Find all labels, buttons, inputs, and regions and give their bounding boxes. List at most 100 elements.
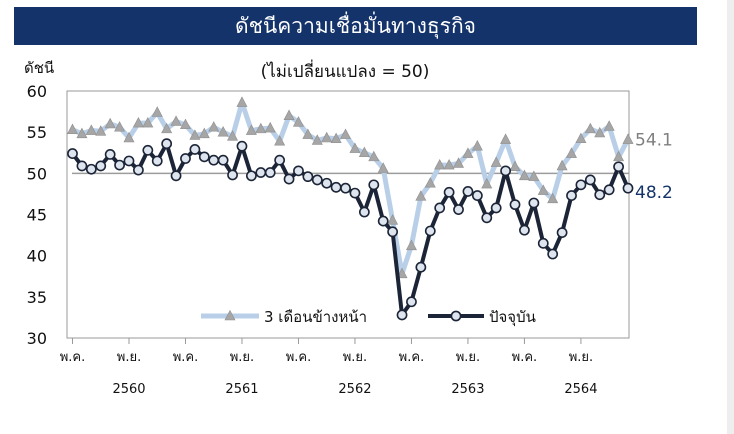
data-point [85, 124, 97, 135]
data-point [264, 167, 276, 178]
data-point [198, 127, 210, 139]
data-point [594, 189, 606, 201]
data-point [236, 96, 248, 107]
data-point [321, 131, 333, 143]
data-point [500, 165, 512, 177]
data-point [292, 116, 304, 127]
data-point [443, 158, 455, 170]
banner-title: ดัชนีความเชื่อมั่นทางธุรกิจ [235, 14, 476, 38]
data-point [142, 116, 154, 128]
data-point [179, 118, 191, 130]
data-point [415, 261, 427, 273]
data-point [133, 164, 144, 176]
end-value-label: 54.1 [635, 131, 673, 151]
data-point [434, 158, 446, 170]
data-point [566, 190, 577, 201]
x-tick-label-year: 2562 [338, 382, 371, 397]
data-point [311, 174, 323, 186]
x-tick-label-month: พ.ค. [399, 350, 425, 365]
x-tick-label-month: พ.ค. [286, 350, 312, 365]
data-point [481, 177, 493, 189]
data-point [622, 133, 634, 144]
data-point [104, 117, 116, 129]
data-point [236, 140, 248, 152]
x-tick-label-year: 2560 [112, 382, 145, 397]
data-point [330, 181, 342, 193]
title-banner: ดัชนีความเชื่อมั่นทางธุรกิจ [14, 7, 697, 45]
data-point [217, 154, 229, 166]
data-point [453, 157, 465, 168]
x-tick-label-year: 2563 [451, 382, 484, 397]
data-point [283, 109, 295, 120]
data-point [264, 121, 276, 133]
data-point [603, 184, 615, 196]
data-point [161, 122, 173, 134]
data-point [387, 214, 399, 225]
data-point [151, 155, 163, 167]
data-point [114, 121, 126, 132]
y-tick-label: 45 [27, 206, 47, 225]
data-point [471, 140, 483, 151]
x-tick-label-month: พ.ย. [569, 350, 593, 365]
x-tick-label-month: พ.ย. [456, 350, 480, 365]
data-point [566, 147, 578, 158]
x-tick-label-year: 2561 [225, 382, 258, 397]
data-point [245, 124, 257, 135]
data-point [603, 120, 615, 131]
data-point [255, 122, 267, 134]
y-tick-label: 35 [27, 288, 47, 307]
data-point [227, 130, 239, 141]
data-point [509, 199, 521, 211]
data-point [340, 182, 351, 194]
data-point [537, 184, 549, 195]
y-tick-label: 60 [27, 82, 47, 101]
data-point [556, 227, 568, 239]
data-point [142, 144, 154, 156]
data-point [123, 131, 135, 143]
data-point [349, 142, 361, 153]
data-point [198, 151, 210, 163]
data-point [584, 122, 596, 134]
series-current: 48.2 [67, 138, 673, 321]
data-point [575, 132, 587, 144]
data-point [518, 169, 530, 181]
data-point [462, 186, 474, 197]
x-tick-label-month: พ.ค. [173, 350, 199, 365]
y-tick-label: 30 [27, 329, 47, 348]
data-point [509, 160, 521, 172]
data-point [434, 202, 446, 214]
data-point [424, 177, 436, 188]
data-point [471, 190, 483, 201]
data-point [302, 171, 314, 183]
page-edge-divider [727, 0, 734, 434]
y-tick-label: 50 [27, 164, 47, 183]
data-point [161, 138, 173, 150]
data-point [311, 134, 323, 145]
chart-subtitle: (ไม่เปลี่ยนแปลง = 50) [261, 59, 430, 82]
data-point [358, 206, 370, 218]
data-point [377, 215, 389, 227]
y-tick-label: 40 [27, 247, 47, 266]
data-point [405, 239, 417, 251]
data-point [151, 106, 163, 117]
data-point [227, 169, 238, 181]
data-point [415, 190, 427, 201]
data-point [613, 161, 624, 173]
series-line [70, 141, 630, 317]
data-point [340, 128, 352, 139]
data-point [584, 174, 596, 186]
data-point [217, 126, 229, 137]
data-point [114, 159, 125, 171]
legend-marker-triangle [224, 309, 236, 321]
data-point [293, 165, 304, 177]
legend-marker-circle [450, 310, 462, 322]
data-point [189, 129, 201, 140]
data-point [387, 226, 399, 238]
data-point [245, 170, 257, 182]
data-point [453, 204, 464, 215]
data-point [547, 248, 559, 260]
data-point [443, 186, 455, 198]
axes: 30 35 40 45 50 55 60 พ.ค. พ.ย. 2560 พ.ค. พ.ย. 2561 พ.… [27, 82, 630, 397]
data-point [406, 296, 417, 308]
data-point [462, 147, 474, 158]
